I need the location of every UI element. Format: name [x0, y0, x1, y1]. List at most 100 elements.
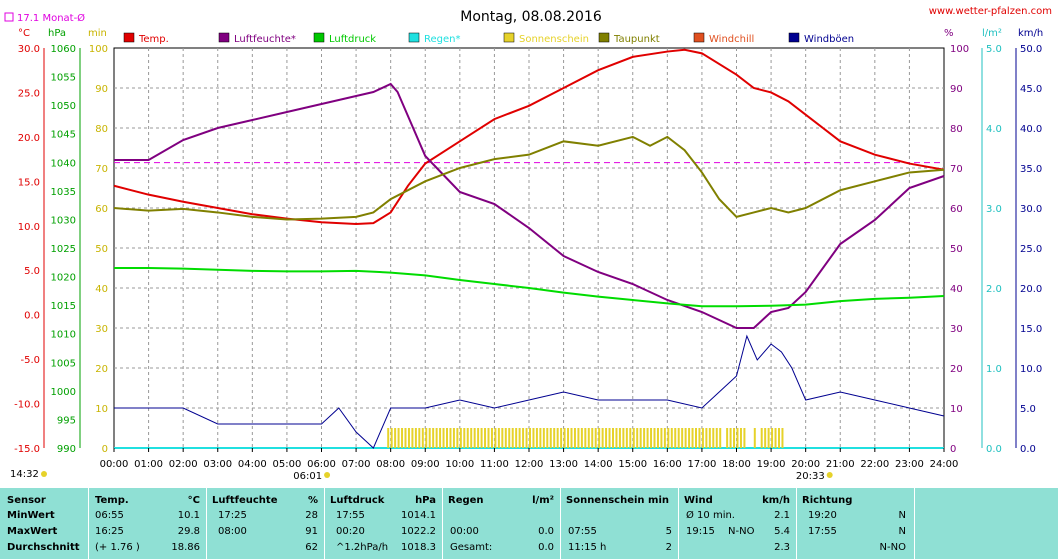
wind-tick-label: 45.0 [1020, 84, 1042, 95]
sunshine-bar [674, 428, 677, 448]
humidity-tick-label: 60 [950, 204, 963, 215]
sunshine-bar [615, 428, 618, 448]
sunshine-bar [421, 428, 424, 448]
sunshine-bar [397, 428, 400, 448]
stats-row-label: MinWert [7, 510, 55, 521]
wind-tick-label: 40.0 [1020, 124, 1042, 135]
sunshine-bar [570, 428, 573, 448]
stats-cell-p-val: 1014.1 [401, 510, 436, 521]
stats-cell-p-time: 00:20 [336, 526, 365, 537]
chart-title: Montag, 08.08.2016 [460, 9, 602, 25]
sunshine-bar [425, 428, 428, 448]
stats-cell-s-time: 11:15 h [568, 542, 607, 553]
sun-tick-label: 0 [102, 444, 108, 455]
humidity-tick-label: 100 [950, 44, 969, 55]
site-link[interactable]: www.wetter-pfalzen.com [929, 6, 1052, 17]
sunshine-bar [508, 428, 511, 448]
legend-swatch [788, 32, 800, 43]
rain-tick-label: 2.0 [986, 284, 1002, 295]
pressure-tick-label: 1025 [51, 244, 76, 255]
sunshine-bar [646, 428, 649, 448]
hdr-wind: Wind [684, 495, 713, 506]
sunshine-bar [542, 428, 545, 448]
unit-wind: km/h [1018, 28, 1043, 39]
grid [114, 48, 944, 448]
sunshine-bar [719, 428, 722, 448]
sunshine-bar [698, 428, 701, 448]
sunshine-bar [608, 428, 611, 448]
stats-cell-h-val: 91 [305, 526, 318, 537]
sunshine-bar [446, 428, 448, 448]
sunshine-bar [743, 428, 746, 448]
pressure-line [114, 267, 945, 308]
rain-tick-label: 1.0 [986, 364, 1002, 375]
pressure-tick-label: 990 [57, 444, 76, 455]
pressure-tick-label: 1020 [51, 273, 76, 284]
stats-cell-h-time: 08:00 [218, 526, 247, 537]
unit-sun: min [88, 28, 107, 39]
sunshine-bar [605, 428, 608, 448]
stats-cell-t-time: 06:55 [95, 510, 124, 521]
sunshine-bar [781, 428, 784, 448]
sun-tick-label: 80 [95, 124, 108, 135]
stats-row-label: Durchschnitt [7, 542, 80, 553]
statistics-table: Sensor Temp. °C Luftfeuchte % Luftdruck … [0, 488, 1058, 559]
sunshine-bar [470, 428, 473, 448]
rain-tick-label: 4.0 [986, 124, 1002, 135]
sunshine-bar [760, 428, 763, 448]
sunshine-bar [639, 428, 642, 448]
humidity-tick-label: 0 [950, 444, 956, 455]
sunshine-bar [660, 428, 663, 448]
sunshine-bar [580, 428, 583, 448]
sunshine-bar [567, 428, 570, 448]
wind-tick-label: 20.0 [1020, 284, 1042, 295]
stats-cell-w-val: 2.1 [774, 510, 790, 521]
sunshine-bar [484, 428, 487, 448]
pressure-tick-label: 1055 [51, 73, 76, 84]
legend-label: Windböen [804, 34, 854, 45]
time-tick-label: 13:00 [549, 459, 578, 470]
sunshine-bar [553, 428, 556, 448]
sunshine-bar [411, 428, 414, 448]
legend-label: Luftfeuchte* [234, 34, 296, 45]
sunshine-bar [733, 428, 736, 448]
sunset-label: 20:33 [796, 471, 825, 482]
sunshine-bar [636, 428, 639, 448]
stats-cell-p-val: 1022.2 [401, 526, 436, 537]
sunshine-bar [459, 428, 462, 448]
sunshine-bar [591, 428, 594, 448]
stats-cell-p-time: 17:55 [336, 510, 365, 521]
sunshine-bar [487, 428, 490, 448]
sunshine-bar [684, 428, 687, 448]
sunshine-bar [677, 428, 680, 448]
sunshine-bar [390, 428, 393, 448]
time-tick-label: 24:00 [930, 459, 959, 470]
pressure-tick-label: 1000 [51, 387, 76, 398]
sunshine-bar [726, 428, 729, 448]
sunshine-bar [712, 428, 715, 448]
sunshine-bar [525, 428, 528, 448]
sunshine-bar [518, 428, 521, 448]
hdr-temp: Temp. [95, 495, 129, 506]
sunshine-bar [539, 428, 542, 448]
pressure-tick-label: 1005 [51, 358, 76, 369]
stats-cell-t-val: 10.1 [177, 510, 200, 521]
legend-label: Regen* [424, 34, 461, 45]
wind-tick-label: 10.0 [1020, 364, 1042, 375]
stats-cell-r-time: Gesamt: [450, 542, 493, 553]
hdr-temp-unit: °C [187, 495, 200, 506]
sunshine-bar [667, 428, 670, 448]
wind-gust-line [114, 334, 945, 449]
temp-tick-label: 30.0 [18, 44, 40, 55]
sunshine-bar [529, 428, 531, 448]
hdr-humidity-unit: % [307, 495, 318, 506]
sunshine-bar [556, 428, 559, 448]
sunshine-bar [480, 428, 483, 448]
stats-cell-w-val: 2.3 [774, 542, 790, 553]
temp-tick-label: -10.0 [14, 400, 40, 411]
wind-tick-label: 25.0 [1020, 244, 1042, 255]
humidity-tick-label: 80 [950, 124, 963, 135]
sunshine-bar [452, 428, 455, 448]
stats-cell-s-val: 2 [665, 542, 672, 553]
stats-cell-w-val: 5.4 [774, 526, 790, 537]
